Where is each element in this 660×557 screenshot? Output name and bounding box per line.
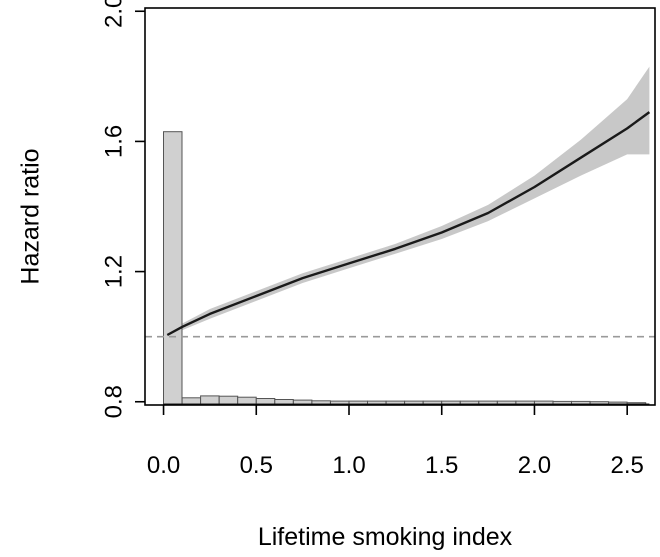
x-tick-label-4: 2.0 <box>518 452 551 479</box>
x-axis-title: Lifetime smoking index <box>258 523 513 551</box>
x-tick-label-0: 0.0 <box>147 452 180 479</box>
confidence-band-layer <box>167 66 650 337</box>
plot-frame <box>144 7 656 406</box>
y-tick-label-1: 1.2 <box>100 255 127 288</box>
histogram-bar-2 <box>200 395 220 405</box>
hazard-line-layer <box>166 111 651 337</box>
confidence-band <box>167 66 650 337</box>
hazard-ratio-line <box>166 111 651 337</box>
y-tick-label-2: 1.6 <box>100 125 127 158</box>
x-axis: 0.0 0.5 1.0 1.5 2.0 2.5 <box>147 405 644 479</box>
x-tick-label-3: 1.5 <box>425 452 458 479</box>
histogram-bar-1 <box>181 397 202 405</box>
histogram-bar-4 <box>237 396 257 405</box>
y-axis: 0.8 1.2 1.6 2.0 <box>100 0 145 418</box>
x-tick-label-5: 2.5 <box>610 452 643 479</box>
y-axis-title: Hazard ratio <box>17 148 45 284</box>
y-tick-label-0: 0.8 <box>100 385 127 418</box>
x-tick-label-1: 0.5 <box>240 452 273 479</box>
y-tick-label-3: 2.0 <box>100 0 127 28</box>
histogram-bar-3 <box>218 395 239 405</box>
x-tick-label-2: 1.0 <box>332 452 365 479</box>
histogram-bar-0 <box>163 131 183 405</box>
